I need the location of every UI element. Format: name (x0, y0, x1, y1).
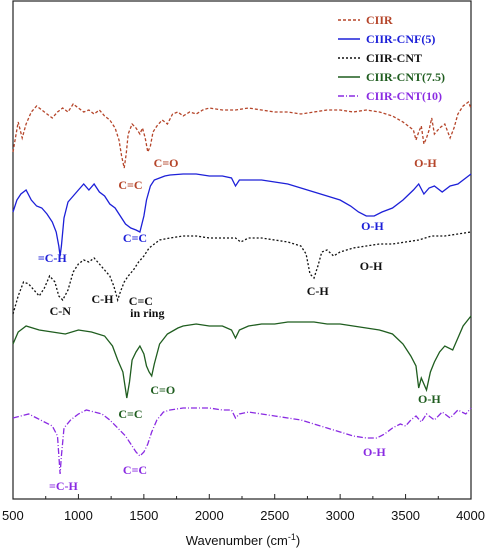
peak-annotation-c-c: C=C (118, 178, 142, 192)
peak-annotation-c-c: C=C (118, 407, 142, 421)
x-tick-label: 3000 (326, 508, 355, 523)
peak-annotation-c-h: =C-H (38, 251, 67, 265)
legend-label-ciir: CIIR (366, 13, 393, 27)
x-tick-label: 3500 (391, 508, 420, 523)
series-ciir-line (12, 100, 472, 169)
peak-annotation-o-h: O-H (363, 445, 386, 459)
series-ciir-cnt-7-5-line (12, 315, 472, 399)
x-tick-label: 1000 (64, 508, 93, 523)
peak-annotation-in-ring: in ring (130, 306, 164, 320)
x-tick-label: 1500 (129, 508, 158, 523)
x-axis-title: Wavenumber (cm-1) (186, 532, 300, 548)
peak-annotation-o-h: O-H (361, 219, 384, 233)
peak-annotation-c-c: C=C (123, 463, 147, 477)
series-ciir-cnt-10-line (12, 407, 472, 475)
x-tick-label: 4000 (456, 508, 485, 523)
peak-annotation-c-o: C=O (150, 383, 175, 397)
peak-annotation-c-h: C-H (307, 284, 330, 298)
legend-label-ciir-cnt-10: CIIR-CNT(10) (366, 89, 442, 103)
peak-annotation-c-c: C=C (129, 294, 153, 308)
annotation-layer: C=CC=O O-H=C-HC=CO-HO-HC-HC-H C=Cin ringC-… (38, 156, 441, 493)
legend: CIIR CIIR-CNF(5) CIIR-CNT CIIR-CNT(7.5) CIIR… (338, 13, 445, 103)
legend-label-ciir-cnt-7-5: CIIR-CNT(7.5) (366, 70, 445, 84)
peak-annotation-c-h: C-H (92, 292, 115, 306)
x-axis: 500 1000 1500 2000 2500 3000 3500 4000 (2, 494, 485, 523)
legend-label-ciir-cnf-5: CIIR-CNF(5) (366, 32, 435, 46)
peak-annotation-o-h: O-H (360, 259, 383, 273)
peak-annotation-c-n: C-N (50, 304, 72, 318)
series-ciir-cnf-5-line (12, 173, 472, 257)
x-tick-label: 2000 (195, 508, 224, 523)
peak-annotation-o-h: O-H (418, 392, 441, 406)
peak-annotation-o-h: O-H (414, 156, 437, 170)
x-tick-label: 500 (2, 508, 24, 523)
legend-label-ciir-cnt: CIIR-CNT (366, 51, 422, 65)
peak-annotation-c-c: C=C (123, 231, 147, 245)
x-tick-label: 2500 (260, 508, 289, 523)
series-ciir-cnt-line (12, 231, 472, 315)
peak-annotation-c-h: =C-H (49, 479, 79, 493)
series-layer (12, 100, 472, 475)
peak-annotation-c-o: C=O (154, 156, 179, 170)
